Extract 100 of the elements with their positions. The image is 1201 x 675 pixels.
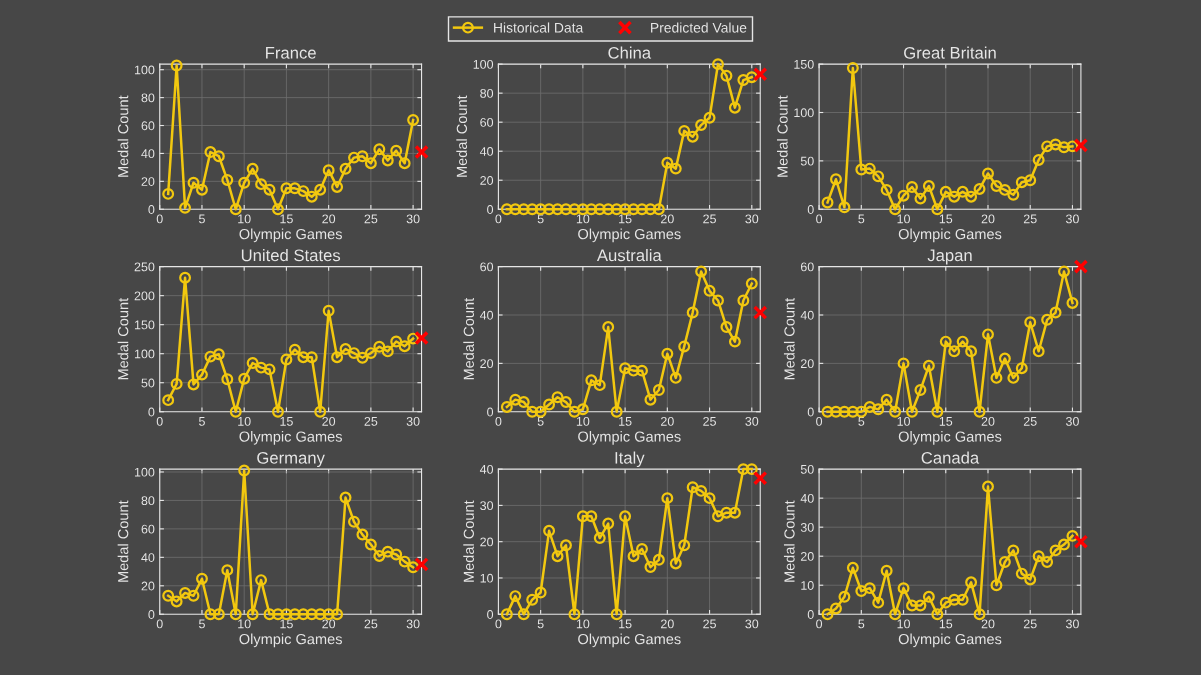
x-tick-label: 20	[661, 214, 674, 224]
point	[390, 144, 403, 157]
x-axis-title: Olympic Games	[898, 633, 1002, 648]
point	[322, 164, 335, 177]
x-tick-label: 30	[745, 619, 759, 629]
point	[897, 189, 910, 202]
point	[195, 572, 208, 585]
point	[855, 405, 868, 418]
point	[314, 608, 327, 621]
point	[517, 608, 530, 621]
point	[407, 332, 420, 345]
point	[1049, 138, 1062, 151]
point	[517, 203, 530, 216]
chart-title: France	[266, 47, 316, 59]
point	[348, 151, 360, 164]
x-tick-label: 5	[198, 417, 205, 426]
point	[263, 183, 276, 196]
point	[221, 373, 234, 386]
point	[339, 162, 352, 175]
point	[914, 192, 927, 205]
point	[414, 330, 429, 346]
y-tick-label: 60	[480, 117, 494, 127]
point	[364, 157, 377, 170]
point	[500, 608, 513, 621]
point	[280, 182, 293, 195]
point	[965, 190, 978, 203]
point	[855, 585, 868, 597]
point	[543, 524, 556, 537]
point	[990, 371, 1003, 384]
point	[1007, 188, 1020, 201]
point	[872, 403, 885, 416]
point	[1015, 362, 1028, 375]
point	[1066, 296, 1079, 309]
y-tick-label: 60	[480, 262, 494, 272]
y-axis-title: Medal Count	[117, 95, 129, 177]
point	[398, 157, 411, 170]
point	[863, 162, 876, 175]
y-axis-title: Medal Count	[463, 500, 474, 582]
point	[373, 549, 386, 562]
point	[872, 596, 885, 609]
point	[939, 335, 952, 348]
point	[998, 556, 1011, 568]
y-tick-label: 80	[480, 88, 494, 98]
point	[414, 557, 429, 572]
x-tick-label: 0	[495, 619, 502, 629]
point	[187, 176, 200, 189]
point	[1058, 538, 1070, 551]
y-tick-label: 20	[480, 176, 494, 185]
chart-title: Germany	[257, 451, 325, 468]
point	[973, 182, 986, 195]
x-axis-title: Olympic Games	[239, 228, 342, 243]
point	[195, 368, 208, 381]
x-tick-label: 30	[745, 416, 759, 426]
point	[931, 405, 944, 418]
legend-label: Predicted Value	[651, 22, 747, 33]
x-tick-label: 30	[745, 214, 759, 224]
x-tick-label: 25	[703, 214, 716, 224]
x-axis-title: Olympic Games	[898, 228, 1002, 243]
y-tick-label: 10	[480, 573, 494, 583]
x-tick-label: 5	[858, 214, 865, 224]
point	[356, 351, 369, 364]
point	[560, 539, 572, 552]
x-tick-label: 0	[156, 416, 163, 426]
point	[500, 203, 513, 216]
x-tick-label: 25	[364, 619, 378, 629]
point	[880, 564, 893, 577]
legend-label: Historical Data	[494, 22, 584, 33]
x-axis-title: Olympic Games	[578, 633, 681, 648]
point	[246, 357, 259, 369]
point	[880, 183, 893, 196]
point	[922, 590, 935, 603]
point	[973, 405, 986, 418]
x-tick-label: 20	[322, 619, 336, 629]
x-tick-label: 20	[322, 416, 336, 426]
y-tick-label: 40	[800, 493, 814, 503]
point	[170, 377, 183, 390]
point	[863, 400, 876, 413]
x-tick-label: 20	[981, 214, 995, 224]
x-tick-label: 15	[280, 619, 293, 629]
y-tick-label: 100	[134, 349, 155, 359]
point	[914, 599, 927, 612]
point	[821, 405, 834, 418]
x-tick-label: 15	[619, 417, 632, 426]
point	[602, 517, 615, 530]
point	[364, 538, 377, 551]
point	[339, 343, 352, 356]
point	[229, 203, 242, 216]
point	[889, 405, 902, 418]
point	[255, 574, 268, 587]
point	[1049, 306, 1062, 319]
point	[686, 130, 699, 143]
point	[914, 384, 927, 396]
point	[204, 146, 217, 159]
y-axis-title: Medal Count	[783, 297, 795, 380]
point	[720, 69, 733, 82]
x-tick-label: 20	[981, 619, 995, 629]
x-tick-label: 10	[897, 619, 910, 629]
point	[390, 335, 403, 348]
point	[661, 156, 674, 169]
x-tick-label: 25	[703, 416, 716, 426]
